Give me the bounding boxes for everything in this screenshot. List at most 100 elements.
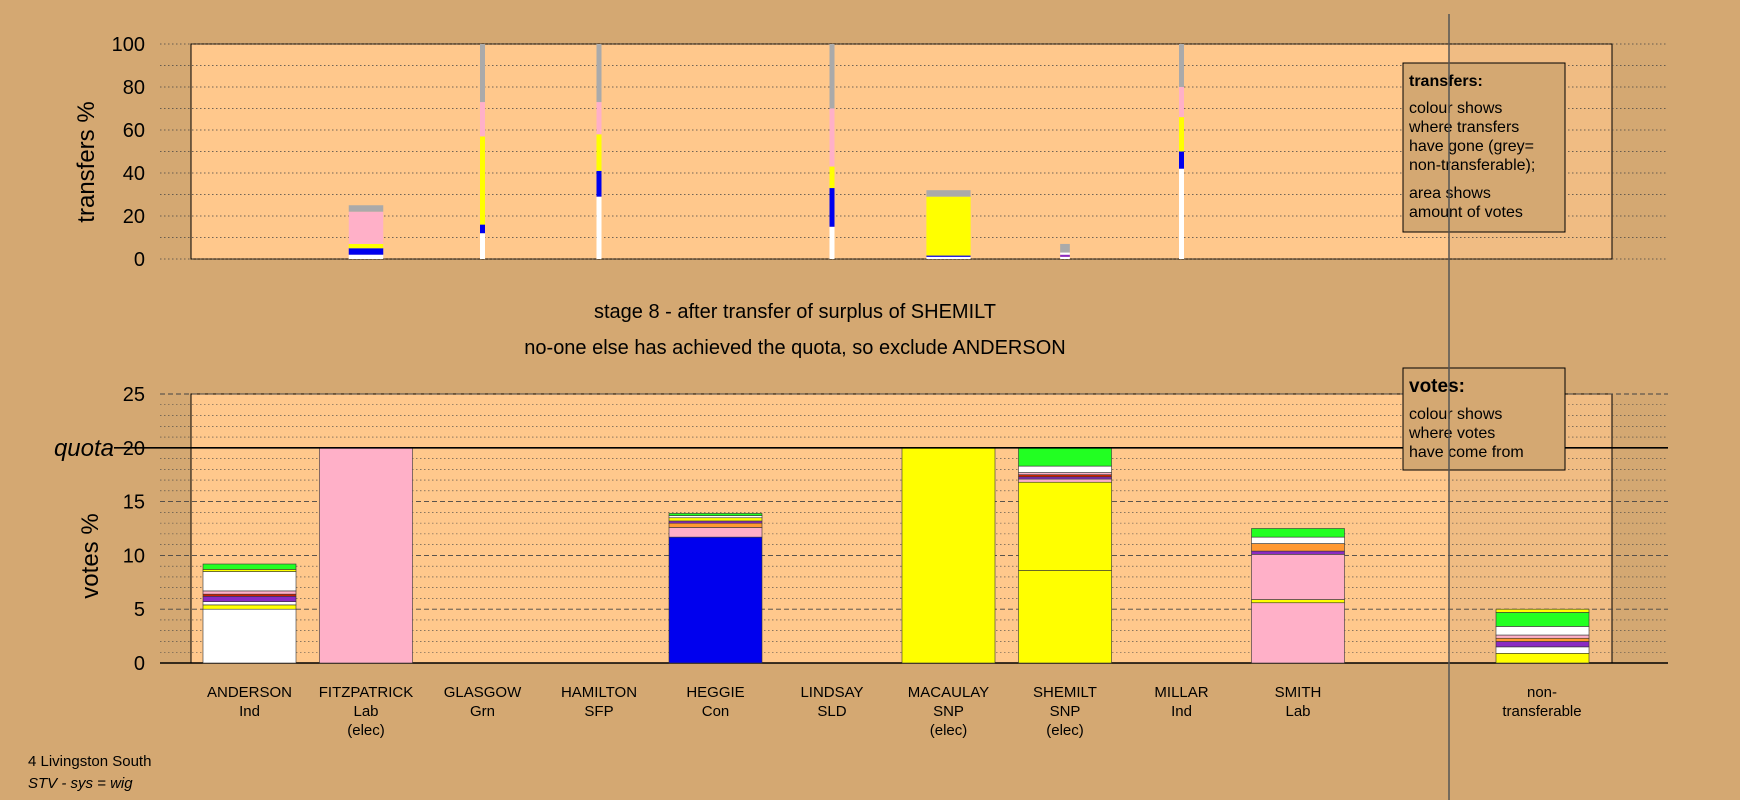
- votes-tick-label: 5: [134, 599, 145, 621]
- transfers-legend-line: area shows: [1409, 185, 1491, 202]
- transfers-legend-title: transfers:: [1409, 73, 1483, 90]
- vote-bar-segment: [202, 593, 297, 597]
- votes-legend-line: colour shows: [1409, 406, 1502, 423]
- candidate-name-label: SHEMILT: [1033, 684, 1097, 701]
- vote-bar-segment: [202, 604, 297, 610]
- votes-legend-title: votes:: [1409, 376, 1465, 397]
- nontransferable-bar-segment: [1495, 637, 1590, 642]
- transfer-segment: [926, 256, 971, 259]
- candidate-party-label: Ind: [239, 703, 260, 720]
- nontransferable-bar-segment: [1495, 634, 1590, 639]
- votes-plot-area: [190, 393, 1613, 664]
- vote-bar-segment: [1251, 543, 1345, 552]
- transfer-segment: [348, 254, 384, 259]
- stage-title-line1: stage 8 - after transfer of surplus of S…: [594, 301, 996, 323]
- vote-bar-segment: [668, 522, 763, 528]
- transfers-legend-line: amount of votes: [1409, 204, 1523, 221]
- candidate-name-label: MACAULAY: [908, 684, 989, 701]
- vote-bar-segment: [202, 571, 297, 592]
- footer-constituency: 4 Livingston South: [28, 753, 151, 770]
- transfer-segment: [1060, 243, 1070, 253]
- candidate-party-label: SNP: [1050, 703, 1081, 720]
- candidate-party-label: Grn: [470, 703, 495, 720]
- votes-legend-line: have come from: [1409, 444, 1524, 461]
- vote-bar-segment: [319, 447, 413, 664]
- votes-tick-label: 10: [123, 545, 145, 567]
- transfer-segment: [596, 102, 602, 135]
- candidate-status-label: (elec): [347, 722, 385, 739]
- candidate-name-label: ANDERSON: [207, 684, 292, 701]
- vote-bar-segment: [202, 608, 297, 664]
- transfer-segment: [1179, 44, 1184, 87]
- transfer-segment: [829, 226, 835, 259]
- transfers-legend-line: colour shows: [1409, 100, 1502, 117]
- vote-bar-segment: [1018, 478, 1112, 483]
- transfer-segment: [1179, 117, 1184, 152]
- candidate-party-label: SNP: [933, 703, 964, 720]
- candidate-name-label: GLASGOW: [444, 684, 522, 701]
- vote-bar-segment: [668, 515, 763, 519]
- transfers-tick-label: 20: [123, 206, 145, 228]
- transfer-segment: [926, 196, 971, 256]
- nontransferable-bar-segment: [1495, 641, 1590, 648]
- transfer-segment: [596, 44, 602, 103]
- vote-bar-segment: [202, 563, 297, 570]
- candidate-party-label: SFP: [584, 703, 613, 720]
- transfer-segment: [829, 44, 835, 109]
- vote-bar-segment: [1251, 602, 1345, 664]
- candidate-party-label: Ind: [1171, 703, 1192, 720]
- votes-tick-label: 25: [123, 384, 145, 406]
- transfers-legend: transfers: colour shows where transfers …: [1402, 62, 1566, 233]
- transfer-segment: [348, 248, 384, 255]
- votes-tick-label: 0: [134, 653, 145, 675]
- votes-axis-label: votes %: [77, 513, 104, 598]
- footer-system: STV - sys = wig: [28, 775, 133, 792]
- votes-panel: 0 5 10 15 25 20 quota votes % ANDERSON Ind FITZPAT…: [54, 384, 1668, 739]
- transfers-axis-label: transfers %: [73, 101, 100, 222]
- candidate-name-label: SMITH: [1275, 684, 1322, 701]
- transfer-segment: [348, 243, 384, 249]
- vote-bar-segment: [1251, 536, 1345, 544]
- transfer-segment: [480, 44, 485, 103]
- vote-bar-segment: [1018, 474, 1112, 478]
- vote-bar-segment: [1018, 476, 1112, 480]
- transfer-segment: [829, 166, 835, 189]
- candidate-name-label: HEGGIE: [686, 684, 744, 701]
- nontransferable-bar-segment: [1495, 612, 1590, 627]
- vote-bar-segment: [668, 520, 763, 524]
- candidate-party-label: Lab: [353, 703, 378, 720]
- transfer-segment: [1179, 168, 1184, 259]
- vote-bar-segment: [1018, 465, 1112, 473]
- vote-bar-segment: [668, 517, 763, 522]
- votes-tick-label: 15: [123, 492, 145, 514]
- vote-bar-segment: [901, 447, 996, 664]
- votes-legend: votes: colour shows where votes have com…: [1402, 367, 1566, 471]
- candidate-party-label: Lab: [1285, 703, 1310, 720]
- vote-bar-segment: [1018, 481, 1112, 571]
- nontransferable-label: non-: [1527, 684, 1557, 701]
- quota-tick-label: 20: [123, 438, 145, 460]
- transfer-segment: [596, 170, 602, 197]
- vote-bar-segment: [202, 590, 297, 595]
- candidate-party-label: Con: [702, 703, 730, 720]
- transfer-segment: [480, 136, 485, 225]
- transfers-legend-line: non-transferable);: [1409, 157, 1535, 174]
- candidate-name-label: FITZPATRICK: [319, 684, 413, 701]
- transfer-segment: [926, 255, 971, 257]
- candidate-status-label: (elec): [1046, 722, 1084, 739]
- transfers-tick-label: 0: [134, 249, 145, 271]
- nontransferable-bar-segment: [1495, 653, 1590, 664]
- candidate-name-label: HAMILTON: [561, 684, 637, 701]
- transfer-segment: [829, 188, 835, 227]
- vote-bar-segment: [1018, 472, 1112, 476]
- vote-bar-segment: [202, 569, 297, 572]
- transfer-segment: [480, 233, 485, 259]
- transfers-legend-line: have gone (grey=: [1409, 138, 1534, 155]
- candidate-name-label: LINDSAY: [800, 684, 863, 701]
- transfer-segment: [596, 134, 602, 171]
- vote-bar-segment: [202, 601, 297, 606]
- quota-label: quota: [54, 435, 114, 462]
- transfer-segment: [926, 190, 971, 197]
- vote-bar-segment: [1018, 570, 1112, 664]
- transfer-segment: [1060, 254, 1070, 257]
